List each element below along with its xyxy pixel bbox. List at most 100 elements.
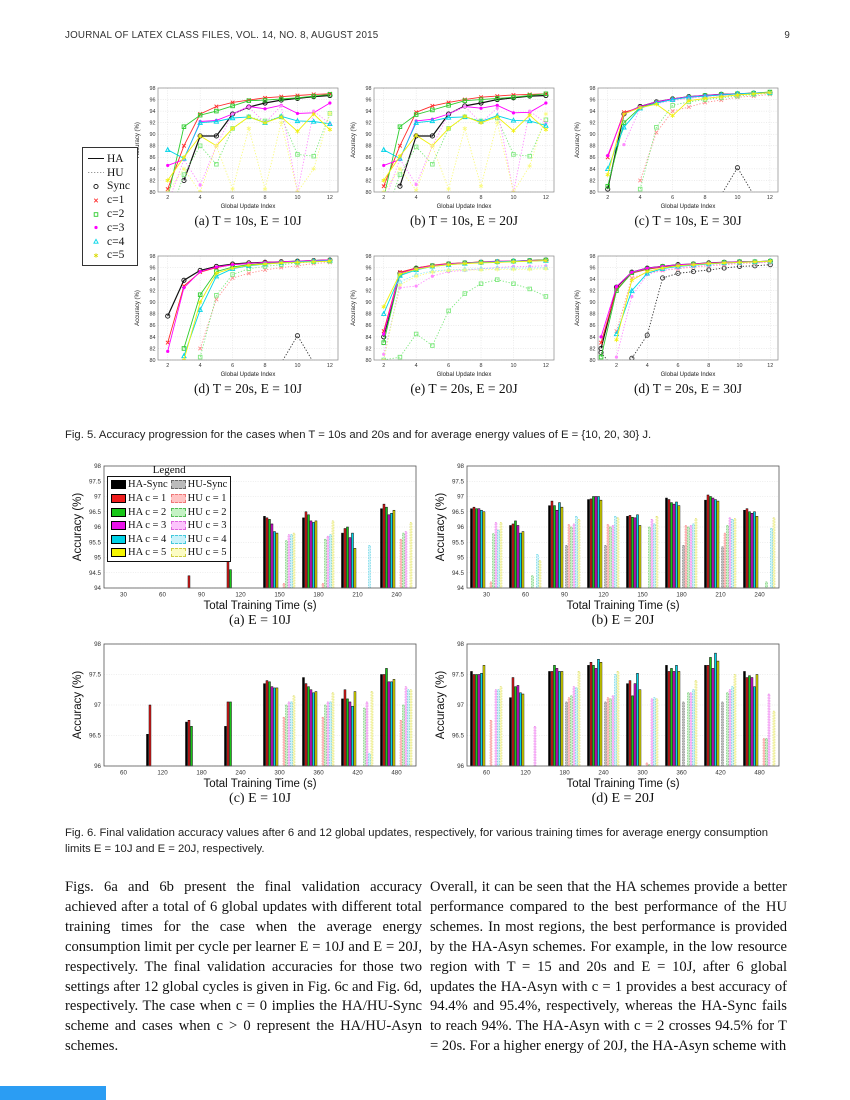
svg-text:180: 180 (676, 592, 687, 599)
fig5-title-f: (d) T = 20s, E = 30J (633, 381, 743, 396)
svg-text:Global Update Index: Global Update Index (437, 204, 492, 210)
fig6-legend-label: HU-Sync (187, 479, 228, 491)
svg-text:180: 180 (559, 770, 570, 777)
svg-text:97.5: 97.5 (452, 478, 465, 485)
svg-text:88: 88 (150, 144, 156, 150)
legend-swatch (111, 493, 126, 503)
svg-text:97.5: 97.5 (89, 478, 102, 485)
svg-text:60: 60 (159, 592, 166, 599)
fig5-legend-label: c=5 (107, 249, 125, 262)
svg-text:300: 300 (637, 770, 648, 777)
svg-text:2: 2 (166, 195, 169, 201)
svg-text:98: 98 (94, 463, 101, 470)
svg-text:94.5: 94.5 (452, 570, 465, 577)
svg-text:84: 84 (590, 335, 596, 341)
svg-text:8: 8 (707, 363, 710, 369)
fig5-legend: HA HU Sync c=1 c=2 c=3 c=4 c=5 (82, 147, 138, 267)
svg-text:Accuracy (%): Accuracy (%) (72, 671, 84, 740)
fig5-legend-label: c=3 (107, 221, 125, 234)
svg-text:94: 94 (457, 585, 464, 592)
svg-text:80: 80 (590, 358, 596, 364)
svg-text:86: 86 (366, 155, 372, 161)
svg-text:60: 60 (483, 770, 490, 777)
fig6-legend-entry: HA c = 5 (111, 546, 168, 560)
svg-text:420: 420 (715, 770, 726, 777)
svg-text:94: 94 (94, 585, 101, 592)
svg-text:10: 10 (294, 363, 300, 369)
fig6-legend-entry: HA c = 3 (111, 519, 168, 533)
svg-text:6: 6 (231, 195, 234, 201)
svg-text:92: 92 (150, 289, 156, 295)
bottom-blue-bar (0, 1086, 106, 1100)
svg-text:150: 150 (637, 592, 648, 599)
svg-text:96: 96 (94, 524, 101, 531)
fig5-chart-c: 80 82 84 86 88 90 92 94 96 98 2 4 6 8 10 12 Global Updat… (572, 84, 784, 212)
svg-text:98: 98 (366, 254, 372, 260)
svg-text:6: 6 (231, 363, 234, 369)
svg-text:97: 97 (94, 702, 101, 709)
body-text-right: Overall, it can be seen that the HA sche… (430, 879, 787, 1055)
fig5-caption: Fig. 5. Accuracy progression for the cas… (65, 429, 652, 441)
fig6-legend-label: HA c = 1 (128, 492, 167, 504)
svg-text:98: 98 (150, 254, 156, 260)
legend-swatch (111, 507, 126, 517)
svg-text:97: 97 (457, 494, 464, 501)
svg-text:Accuracy (%): Accuracy (%) (72, 493, 84, 562)
page-header: JOURNAL OF LATEX CLASS FILES, VOL. 14, N… (65, 30, 790, 41)
fig5-subplot-a: 80 82 84 86 88 90 92 94 96 98 2 4 6 8 10 12 Global Updat… (132, 84, 344, 229)
svg-text:86: 86 (590, 155, 596, 161)
fig5-legend-label: c=2 (107, 208, 125, 221)
svg-text:96: 96 (590, 265, 596, 271)
svg-text:Total Training Time (s): Total Training Time (s) (203, 600, 316, 612)
svg-text:2: 2 (382, 195, 385, 201)
svg-text:Accuracy (%): Accuracy (%) (575, 122, 581, 158)
fig6-subplot-b: 94 94.5 95 95.5 96 96.5 97 97.5 98 30 60 90 120 150 18… (433, 460, 785, 629)
fig5-title-c: (c) T = 10s, E = 30J (634, 213, 742, 228)
svg-text:88: 88 (590, 144, 596, 150)
svg-text:88: 88 (366, 312, 372, 318)
journal-header: JOURNAL OF LATEX CLASS FILES, VOL. 14, N… (65, 30, 379, 41)
fig6-title-b: (b) E = 20J (591, 613, 655, 628)
svg-text:90: 90 (198, 592, 205, 599)
fig5-legend-entry: HA (88, 152, 135, 166)
svg-text:10: 10 (734, 195, 740, 201)
svg-text:92: 92 (150, 121, 156, 127)
svg-text:80: 80 (150, 358, 156, 364)
fig5-chart-a: 80 82 84 86 88 90 92 94 96 98 2 4 6 8 10 12 Global Updat… (132, 84, 344, 212)
svg-text:94: 94 (366, 109, 372, 115)
svg-text:84: 84 (590, 167, 596, 173)
fig5-subplot-e: 80 82 84 86 88 90 92 94 96 98 2 4 6 8 10 12 Global Updat… (348, 252, 560, 397)
svg-text:97: 97 (457, 702, 464, 709)
svg-text:98: 98 (457, 463, 464, 470)
svg-text:30: 30 (483, 592, 490, 599)
svg-text:Total Training Time (s): Total Training Time (s) (203, 778, 316, 790)
svg-text:Accuracy (%): Accuracy (%) (135, 290, 141, 326)
svg-text:10: 10 (294, 195, 300, 201)
fig6-subplot-a: Legend HA-Sync HU-Sync HA c = 1 HU c = 1 HA … (70, 460, 422, 629)
fig5-chart-e: 80 82 84 86 88 90 92 94 96 98 2 4 6 8 10 12 Global Updat… (348, 252, 560, 380)
fig6-legend-label: HU c = 2 (187, 506, 227, 518)
svg-text:12: 12 (543, 195, 549, 201)
fig6-chart-b: 94 94.5 95 95.5 96 96.5 97 97.5 98 30 60 90 120 150 18… (433, 460, 785, 612)
svg-text:88: 88 (366, 144, 372, 150)
svg-text:96: 96 (366, 97, 372, 103)
svg-text:12: 12 (327, 195, 333, 201)
svg-text:94: 94 (150, 277, 156, 283)
svg-text:98: 98 (366, 86, 372, 92)
svg-text:2: 2 (382, 363, 385, 369)
svg-text:Accuracy (%): Accuracy (%) (575, 290, 581, 326)
fig5-subplot-b: 80 82 84 86 88 90 92 94 96 98 2 4 6 8 10 12 Global Updat… (348, 84, 560, 229)
fig6-legend-entry: HU c = 1 (170, 492, 228, 506)
svg-text:97: 97 (94, 494, 101, 501)
svg-text:8: 8 (480, 195, 483, 201)
svg-text:84: 84 (366, 167, 372, 173)
svg-text:6: 6 (671, 195, 674, 201)
fig6-legend-label: HU c = 4 (187, 533, 227, 545)
svg-text:96: 96 (457, 524, 464, 531)
svg-text:88: 88 (590, 312, 596, 318)
svg-text:150: 150 (274, 592, 285, 599)
svg-text:82: 82 (366, 178, 372, 184)
svg-text:Accuracy (%): Accuracy (%) (435, 671, 447, 740)
svg-text:4: 4 (415, 195, 418, 201)
fig6-legend-entry: HA c = 4 (111, 532, 168, 546)
